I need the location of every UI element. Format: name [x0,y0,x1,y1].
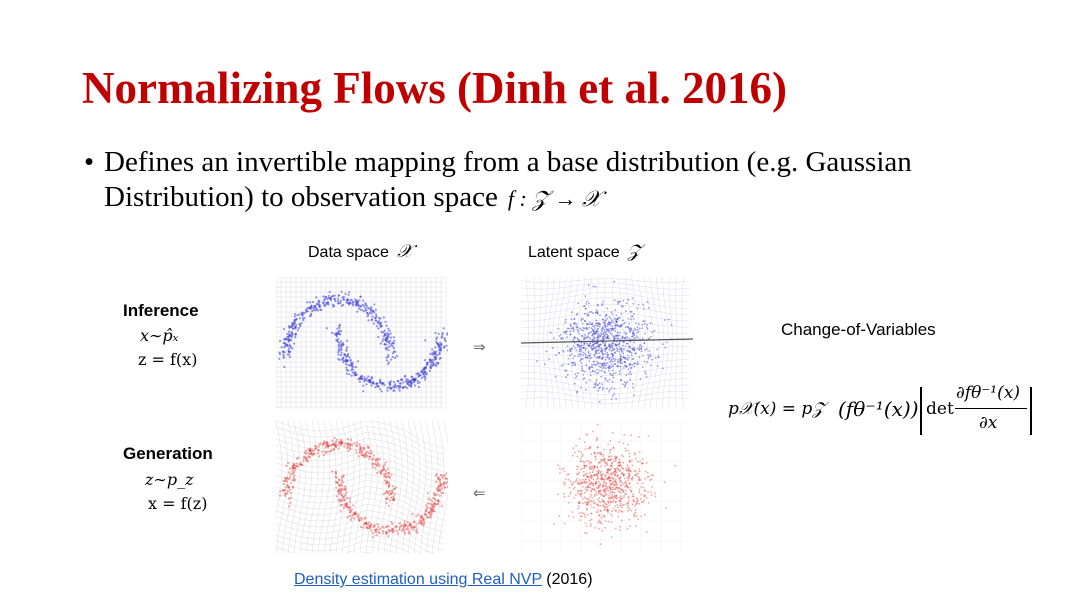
sample-points [279,436,448,539]
grid-lines [521,277,690,409]
change-of-variables-label: Change-of-Variables [781,320,936,339]
inference-eq-1: x∼p̂ₓ [140,326,179,345]
grid-lines [521,421,689,553]
generation-label: Generation [123,444,213,463]
data-space-header: Data space 𝒳 [308,241,412,262]
sample-points [552,424,677,546]
forward-arrow-icon: ⇒ [473,339,486,356]
bullet-text-line-2-text: Distribution) to observation space [104,181,498,213]
data-space-symbol: 𝒳 [396,241,413,262]
formula-denominator: ∂x [979,413,998,433]
paper-link[interactable]: Density estimation using Real NVP [294,571,542,588]
slide-title: Normalizing Flows (Dinh et al. 2016) [82,63,787,113]
latent-space-label: Latent space [528,244,620,261]
mapping-formula: f : 𝒵 → 𝒳 [507,186,601,211]
formula-abs-bar-left [920,387,922,435]
latent-axis-line [521,338,693,344]
bullet-dot: • [84,146,95,178]
formula-lhs: p𝒳(x) = p𝒵 [728,399,826,419]
bullet-text-line-1: Defines an invertible mapping from a bas… [104,146,912,178]
formula-fraction-bar [955,408,1027,409]
generation-data-space-plot [276,421,448,553]
citation-caption: Density estimation using Real NVP (2016) [294,571,593,589]
citation-year: (2016) [541,571,593,588]
inference-eq-2: z = f(x) [138,350,198,369]
sample-points [278,290,448,393]
generation-eq-2: x = f(z) [148,494,208,513]
formula-inner: (fθ⁻¹(x)) [838,397,919,421]
inference-latent-space-plot [521,277,693,409]
generation-latent-space-plot [521,421,693,553]
inference-data-space-plot [276,277,448,409]
formula-abs-bar-right [1030,387,1032,435]
backward-arrow-icon: ⇐ [473,485,486,502]
latent-space-header: Latent space 𝒵 [528,241,641,262]
data-space-label: Data space [308,244,389,261]
latent-space-symbol: 𝒵 [627,241,642,262]
grid-lines [276,421,448,553]
formula-det: det [926,399,954,419]
bullet-text-line-2: Distribution) to observation space f : 𝒵 … [104,180,601,216]
inference-label: Inference [123,301,199,320]
formula-numerator: ∂fθ⁻¹(x) [956,383,1020,403]
generation-eq-1: z∼p_z [145,470,194,489]
sample-points [536,280,673,403]
